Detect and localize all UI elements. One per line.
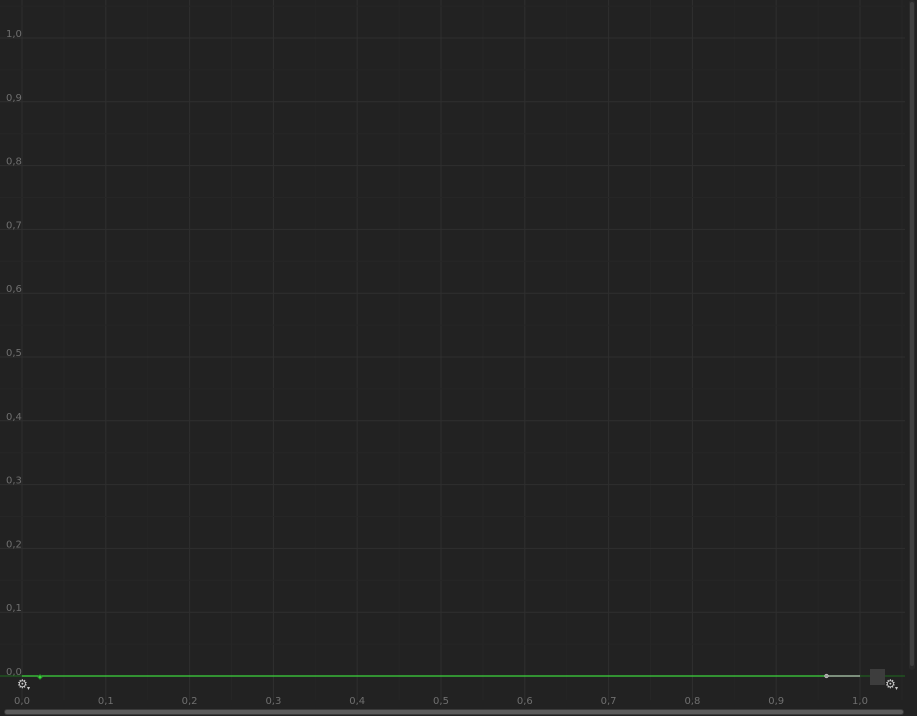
x-tick-label: 0,0 [14, 696, 30, 707]
y-tick-label: 0,0 [6, 667, 22, 678]
x-tick-label: 0,4 [349, 696, 365, 707]
y-tick-label: 0,5 [6, 348, 22, 359]
y-tick-label: 0,3 [6, 476, 22, 487]
dropdown-caret-icon: ▾ [27, 685, 31, 692]
keyframe [37, 674, 43, 680]
horizontal-scrollbar-thumb[interactable] [5, 710, 903, 714]
x-tick-label: 0,8 [684, 696, 700, 707]
gear-icon[interactable]: ⚙ ▾ [17, 677, 33, 692]
x-tick-label: 0,5 [433, 696, 449, 707]
y-tick-label: 0,7 [6, 220, 22, 231]
selected-key-highlight [870, 669, 885, 685]
horizontal-scrollbar[interactable] [4, 709, 904, 715]
x-tick-label: 0,3 [265, 696, 281, 707]
y-tick-label: 0,1 [6, 603, 22, 614]
tangent-handle [824, 673, 829, 679]
y-tick-label: 0,9 [6, 93, 22, 104]
vertical-scrollbar[interactable] [909, 0, 915, 670]
x-tick-label: 0,6 [517, 696, 533, 707]
dropdown-caret-icon: ▾ [895, 685, 899, 692]
y-tick-label: 0,4 [6, 412, 22, 423]
y-tick-label: 0,2 [6, 539, 22, 550]
gear-icon[interactable]: ⚙ ▾ [885, 677, 901, 692]
x-tick-label: 0,2 [182, 696, 198, 707]
x-tick-label: 0,9 [768, 696, 784, 707]
x-tick-label: 1,0 [852, 696, 868, 707]
y-tick-label: 0,8 [6, 157, 22, 168]
x-tick-label: 0,7 [601, 696, 617, 707]
y-tick-label: 0,6 [6, 284, 22, 295]
x-tick-label: 0,1 [98, 696, 114, 707]
y-tick-label: 1,0 [6, 29, 22, 40]
vertical-scrollbar-thumb[interactable] [910, 2, 914, 666]
